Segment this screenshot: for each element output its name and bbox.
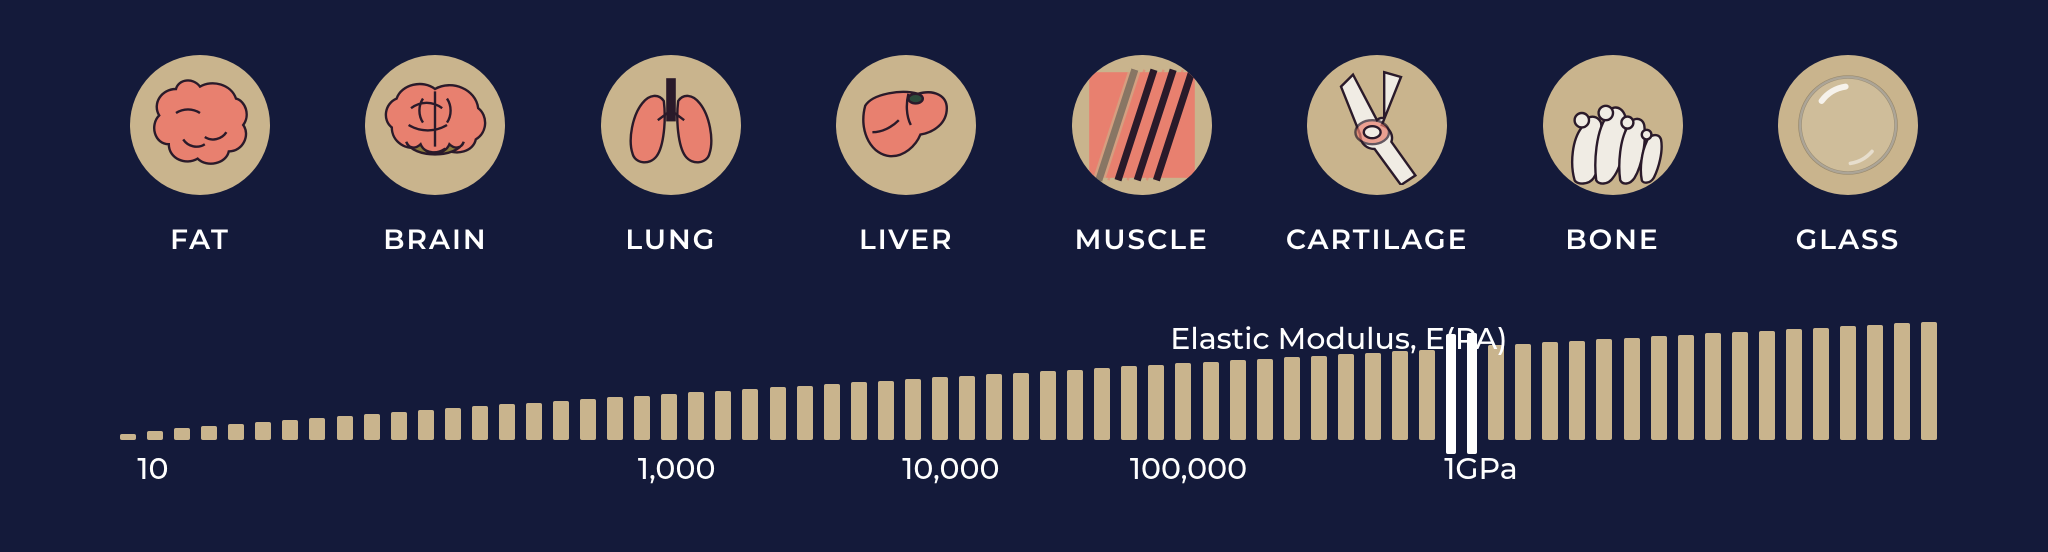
liver-label: LIVER: [859, 223, 954, 257]
scale-bar: [1515, 344, 1531, 440]
scale-bar: [959, 376, 975, 440]
scale-bar: [1257, 359, 1273, 440]
scale-bar: [1840, 326, 1856, 440]
scale-bar: [1284, 357, 1300, 440]
scale-bar: [1596, 339, 1612, 440]
brain-icon: [365, 55, 505, 195]
scale-bar: [147, 431, 163, 440]
scale-bar: [1175, 363, 1191, 440]
scale-bar: [1311, 356, 1327, 440]
scale-bar: [120, 434, 136, 440]
scale-bar: [824, 384, 840, 440]
scale-bar: [364, 414, 380, 440]
scale-bar: [607, 397, 623, 440]
item-brain: BRAIN: [345, 55, 525, 257]
muscle-label: MUSCLE: [1075, 223, 1209, 257]
item-cartilage: CARTILAGE: [1287, 55, 1467, 257]
liver-icon: [836, 55, 976, 195]
scale-bar: [1148, 365, 1164, 440]
scale-bar: [553, 401, 569, 440]
scale-bar: [797, 386, 813, 440]
scale-bar: [418, 410, 434, 440]
scale-tick: 10: [137, 450, 168, 487]
item-glass: GLASS: [1758, 55, 1938, 257]
axis-label: Elastic Modulus, E(PA): [1170, 320, 1507, 357]
scale-bar: [1392, 351, 1408, 440]
scale-tick: 100,000: [1130, 450, 1247, 487]
scale-bar: [499, 404, 515, 440]
scale-bar: [337, 416, 353, 440]
brain-label: BRAIN: [383, 223, 487, 257]
scale-bar: [1678, 335, 1694, 440]
item-bone: BONE: [1523, 55, 1703, 257]
scale-bar: [526, 403, 542, 440]
scale-bar: [932, 377, 948, 440]
scale-bar: [1786, 329, 1802, 440]
scale-bar: [309, 418, 325, 440]
scale-tick: 1GPa: [1444, 450, 1517, 487]
elastic-modulus-scale: Elastic Modulus, E(PA) 10 1,000 10,000 100,…: [110, 300, 1938, 500]
scale-bar: [688, 392, 704, 440]
scale-bar: [742, 389, 758, 440]
cartilage-icon: [1307, 55, 1447, 195]
scale-bar: [851, 382, 867, 440]
scale-bar: [228, 424, 244, 440]
lung-label: LUNG: [625, 223, 716, 257]
scale-bar: [661, 394, 677, 440]
scale-tick: 10,000: [902, 450, 999, 487]
lung-icon: [601, 55, 741, 195]
scale-bar: [391, 412, 407, 440]
scale-bar: [472, 406, 488, 440]
scale-bar: [1569, 341, 1585, 440]
scale-bar: [770, 387, 786, 440]
glass-icon: [1778, 55, 1918, 195]
scale-bar: [1624, 338, 1640, 440]
bone-label: BONE: [1565, 223, 1659, 257]
scale-bar: [986, 374, 1002, 440]
scale-bar: [1338, 354, 1354, 440]
scale-bar: [1867, 325, 1883, 440]
scale-bar: [1488, 345, 1504, 440]
scale-bar: [1203, 362, 1219, 440]
scale-bar: [445, 408, 461, 440]
scale-bar: [1094, 368, 1110, 440]
scale-bar: [1121, 366, 1137, 440]
scale-bar: [282, 420, 298, 440]
scale-bar: [1419, 350, 1435, 440]
scale-bar: [1894, 323, 1910, 440]
scale-tick: 1,000: [638, 450, 716, 487]
scale-bar: [1651, 336, 1667, 440]
scale-bar: [580, 399, 596, 440]
item-lung: LUNG: [581, 55, 761, 257]
scale-bar: [1705, 333, 1721, 440]
scale-bar: [715, 391, 731, 440]
scale-bar: [255, 422, 271, 440]
scale-bar: [905, 379, 921, 440]
fat-label: FAT: [170, 223, 230, 257]
fat-icon: [130, 55, 270, 195]
scale-bar: [1365, 353, 1381, 440]
scale-bar: [1921, 322, 1937, 440]
muscle-icon: [1072, 55, 1212, 195]
bone-icon: [1543, 55, 1683, 195]
item-fat: FAT: [110, 55, 290, 257]
item-muscle: MUSCLE: [1052, 55, 1232, 257]
scale-bar: [174, 428, 190, 440]
scale-bar: [634, 396, 650, 440]
scale-bar: [1813, 328, 1829, 440]
scale-bar: [1542, 342, 1558, 440]
scale-bar: [1067, 370, 1083, 440]
scale-bar: [1759, 331, 1775, 440]
scale-bar: [878, 381, 894, 440]
glass-label: GLASS: [1796, 223, 1901, 257]
item-liver: LIVER: [816, 55, 996, 257]
cartilage-label: CARTILAGE: [1286, 223, 1469, 257]
scale-bar: [201, 426, 217, 440]
scale-bar: [1013, 373, 1029, 440]
scale-bar: [1040, 371, 1056, 440]
scale-bar: [1732, 332, 1748, 440]
scale-bar: [1230, 360, 1246, 440]
